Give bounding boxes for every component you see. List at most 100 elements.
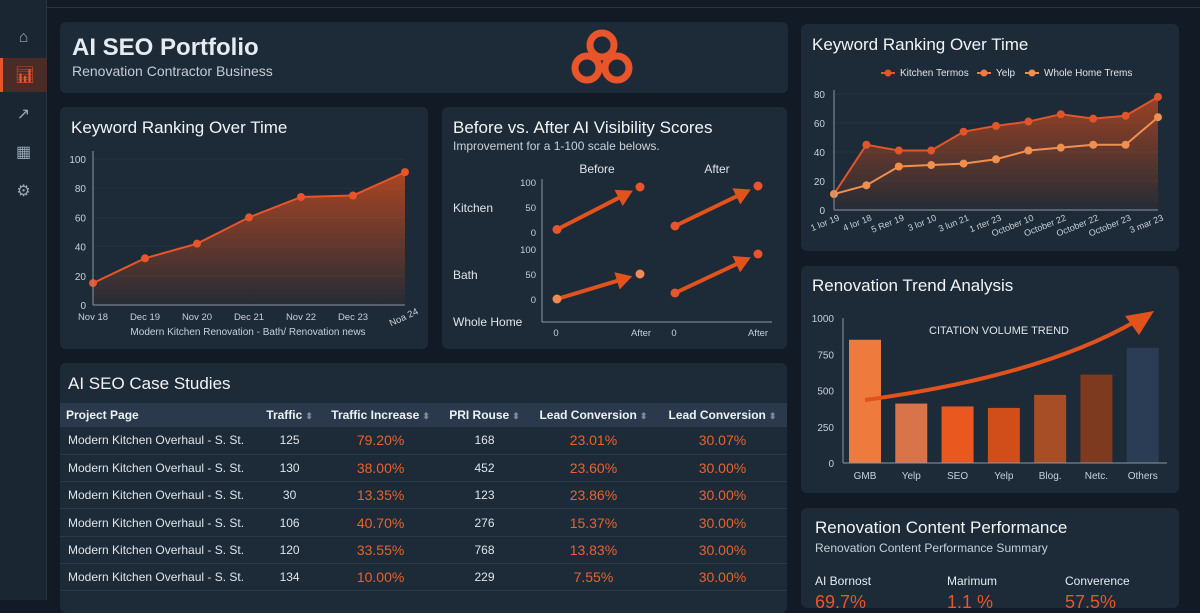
table-row[interactable]: Modern Kitchen Overhaul - S. St. 30 13.35%… (60, 481, 787, 510)
legend-label: Kitchen Termos (900, 68, 969, 79)
table-cell: 130 (258, 454, 322, 483)
legend-marker (884, 69, 892, 77)
data-point (927, 146, 936, 155)
table-cell: 125 (258, 427, 322, 455)
y-tick-label: 80 (814, 90, 826, 101)
table-row[interactable]: Modern Kitchen Overhaul - S. St. 130 38.00… (60, 454, 787, 483)
column-label: Lead Conversion (668, 408, 766, 422)
table-cell: Modern Kitchen Overhaul - S. St. (60, 508, 259, 537)
table-row[interactable]: Modern Kitchen Overhaul - S. St. 106 40.70… (60, 508, 787, 537)
x-tick-label: Nov 20 (182, 312, 212, 323)
data-point (862, 140, 871, 149)
table-cell: 13.83% (528, 536, 658, 564)
column-header[interactable]: Traffic ⬍ (258, 403, 322, 427)
x-tick-label: Yelp (994, 471, 1014, 482)
y-tick-label: 0 (531, 295, 536, 306)
y-tick-label: 250 (817, 423, 834, 434)
x-tick-label: Netc. (1085, 471, 1108, 482)
table-cell: 229 (440, 563, 529, 592)
y-tick-label: 0 (80, 301, 86, 312)
table-cell: 30.07% (657, 427, 787, 455)
kpi-label: AI Bornost (815, 574, 872, 588)
sidebar: ⌂ 📊︎ ↗ ▦ ⚙ (0, 0, 47, 600)
bar (895, 403, 928, 463)
table-cell: 15.37% (528, 508, 658, 537)
data-point (927, 161, 936, 170)
calendar-icon[interactable]: ▦ (15, 144, 32, 161)
kpi-label: Converence (1065, 574, 1130, 588)
data-point (894, 146, 903, 155)
table-cell: 79.20% (321, 427, 441, 455)
y-tick-label: 50 (525, 270, 536, 281)
table-cell: 452 (440, 454, 529, 483)
table-cell: 10.00% (321, 563, 441, 592)
after-point (753, 181, 763, 191)
table-cell: 7.55% (528, 563, 658, 592)
bar (1126, 347, 1159, 463)
table-cell: 276 (440, 508, 529, 537)
table-cell: Modern Kitchen Overhaul - S. St. (60, 454, 259, 483)
column-label: Project Page (66, 408, 139, 422)
table-cell: 38.00% (321, 454, 441, 483)
legend-label: Whole Home Trems (1044, 68, 1132, 79)
table-cell: 23.86% (528, 481, 658, 510)
data-point (1056, 143, 1065, 152)
x-tick-label: Nov 18 (78, 312, 108, 323)
gear-icon[interactable]: ⚙ (16, 183, 31, 200)
x-tick-label: GMB (854, 471, 877, 482)
table-row[interactable]: Modern Kitchen Overhaul - S. St. 120 33.55… (60, 536, 787, 564)
table-cell: Modern Kitchen Overhaul - S. St. (60, 563, 259, 592)
data-point (141, 254, 149, 263)
column-header[interactable]: Traffic Increase ⬍ (321, 403, 441, 427)
top-divider (47, 7, 1200, 8)
keyword-ranking-chart: 0 20 40 60 80 100 Nov 18 Dec 19 Nov 20 Dec 21 Nov … (69, 151, 420, 338)
sort-icon[interactable]: ⬍ (422, 411, 430, 421)
column-header[interactable]: Lead Conversion ⬍ (528, 403, 658, 427)
sort-icon[interactable]: ⬍ (305, 411, 313, 421)
data-point (862, 181, 871, 190)
data-point (1154, 92, 1162, 101)
column-header[interactable]: Project Page (60, 403, 259, 427)
y-tick-label: 60 (814, 119, 826, 130)
table-cell: 30.00% (657, 481, 787, 510)
kpi-conversion: Converence 57.5% (1065, 574, 1130, 613)
home-icon[interactable]: ⌂ (18, 29, 29, 46)
trend-arrow-head (1125, 311, 1154, 335)
column-header[interactable]: PRI Rouse ⬍ (440, 403, 529, 427)
data-point (1154, 113, 1162, 122)
improvement-arrow (556, 277, 624, 301)
column-header[interactable]: Lead Conversion ⬍ (657, 403, 787, 427)
y-tick-label: 20 (814, 177, 826, 188)
kpi-maximum: Marimum 1.1 % (947, 574, 997, 613)
y-tick-label: 40 (814, 148, 826, 159)
trend-icon[interactable]: ↗ (16, 106, 31, 123)
column-label: PRI Rouse (449, 408, 510, 422)
improvement-arrow (674, 259, 743, 295)
after-point (635, 269, 645, 279)
column-label: Traffic (266, 408, 303, 422)
y-tick-label: 100 (520, 245, 536, 256)
sort-icon[interactable]: ⬍ (768, 411, 777, 421)
table-cell: 13.35% (321, 481, 441, 510)
bar (987, 407, 1020, 463)
y-tick-label: 80 (75, 184, 87, 195)
table-row[interactable]: Modern Kitchen Overhaul - S. St. 134 10.00… (60, 563, 787, 592)
card-title: AI SEO Case Studies (68, 374, 231, 393)
x-axis-label: Modern Kitchen Renovation - Bath/ Renova… (130, 327, 365, 338)
sort-icon[interactable]: ⬍ (512, 411, 520, 421)
sort-icon[interactable]: ⬍ (639, 411, 648, 421)
area-fill (93, 172, 405, 305)
bar-chart-icon[interactable]: 📊︎ (0, 58, 47, 92)
x-tick-label: 3 mar 23 (1128, 213, 1165, 236)
table-cell: 134 (258, 563, 322, 592)
data-point (1024, 117, 1033, 126)
data-point (1056, 110, 1065, 119)
y-tick-label: 0 (531, 228, 536, 239)
card-subtitle: Renovation Content Performance Summary (815, 541, 1048, 555)
table-row[interactable]: Modern Kitchen Overhaul - S. St. 125 79.20… (60, 427, 787, 455)
y-tick-label: 50 (525, 203, 536, 214)
arrow-head (614, 272, 633, 290)
column-label: Before (579, 162, 615, 176)
data-point (992, 121, 1000, 130)
table-cell: 30.00% (657, 563, 787, 592)
